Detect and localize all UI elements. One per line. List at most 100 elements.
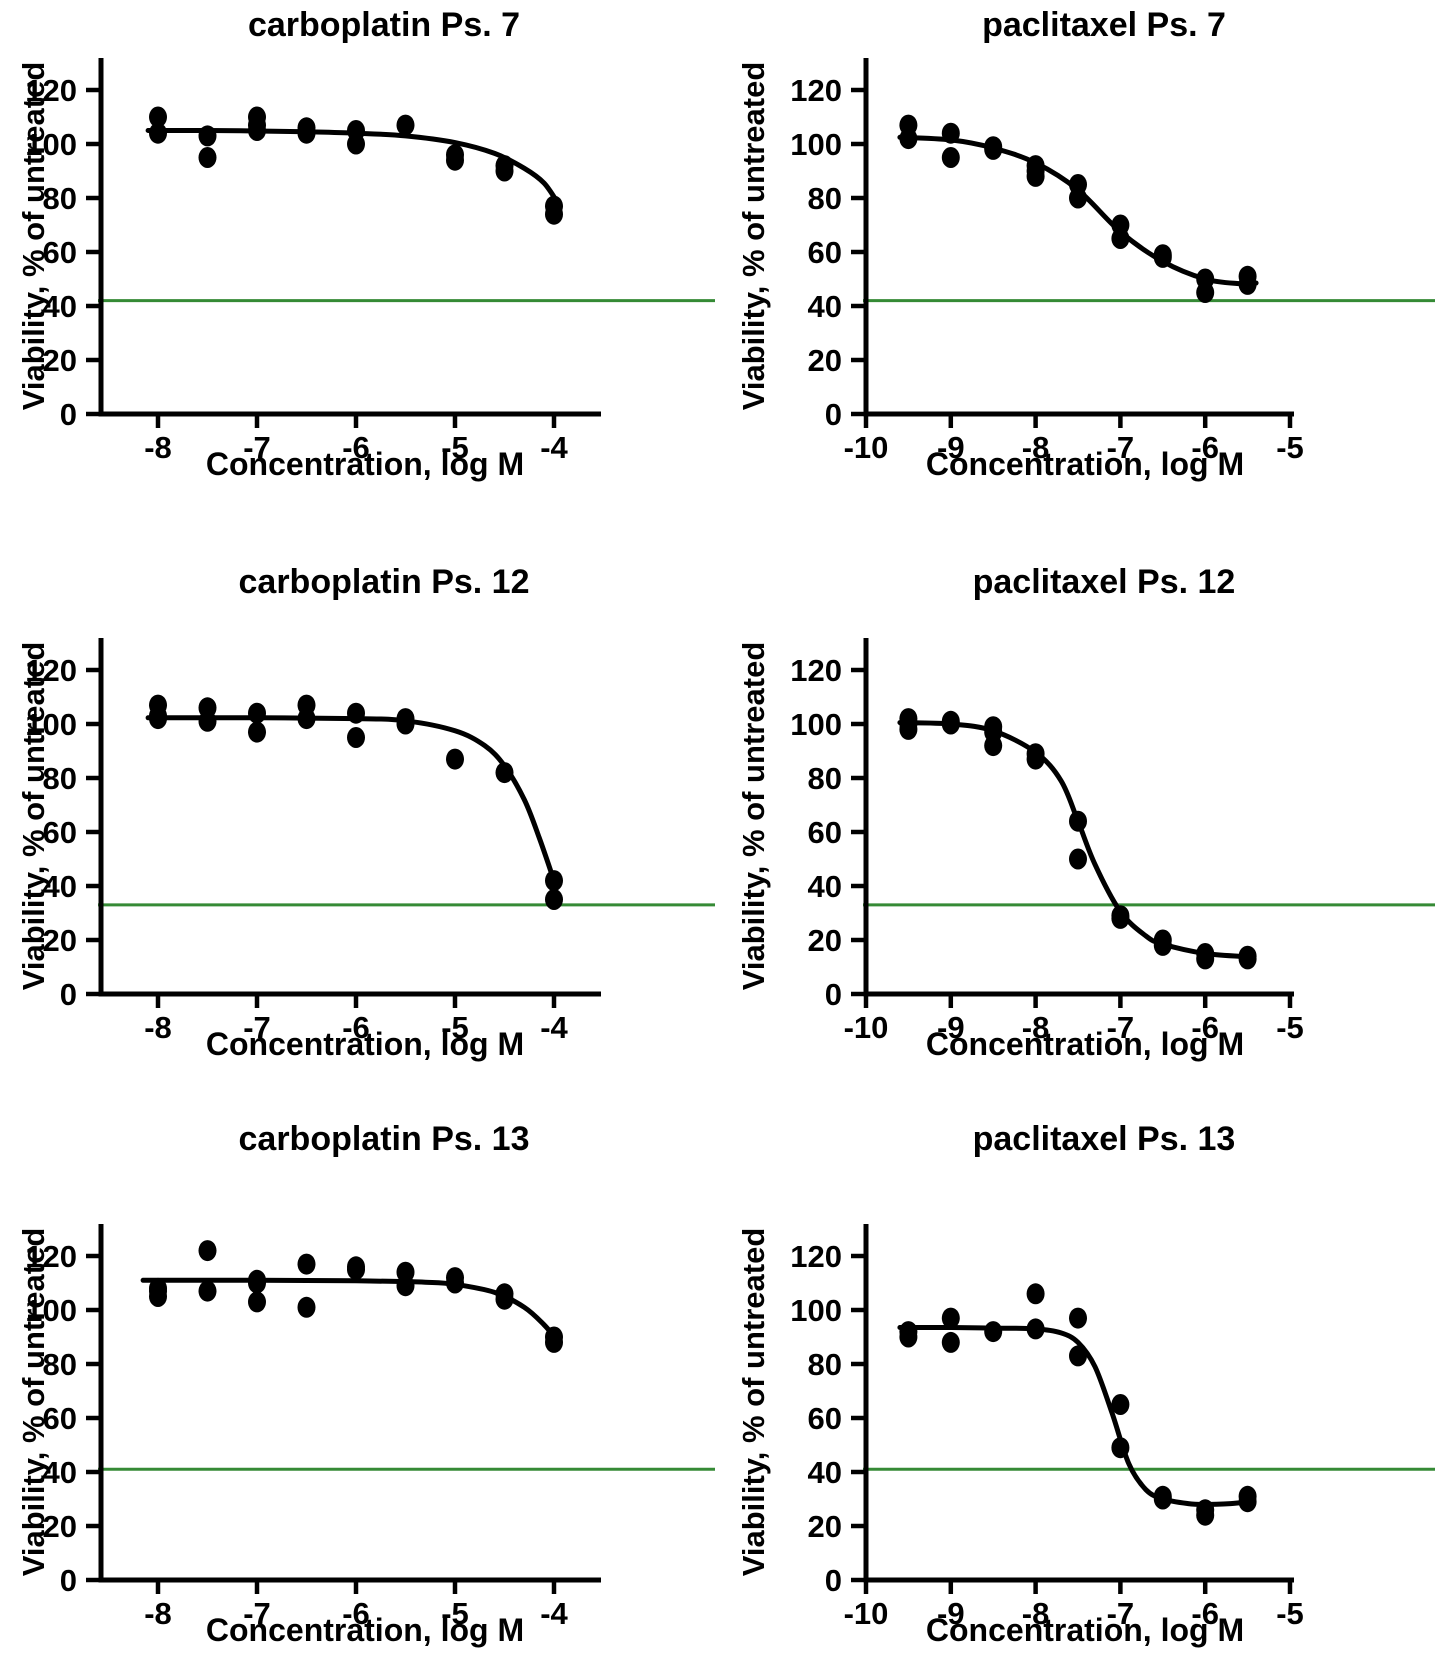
- svg-text:80: 80: [808, 181, 842, 216]
- svg-text:-7: -7: [1107, 1596, 1135, 1631]
- svg-text:60: 60: [43, 235, 77, 270]
- svg-text:80: 80: [43, 1347, 77, 1382]
- svg-text:80: 80: [808, 761, 842, 796]
- svg-text:100: 100: [790, 127, 842, 162]
- svg-text:20: 20: [808, 343, 842, 378]
- svg-text:-7: -7: [243, 1596, 271, 1631]
- svg-text:-8: -8: [144, 1596, 172, 1631]
- svg-text:100: 100: [25, 1293, 77, 1328]
- svg-text:-6: -6: [1191, 1596, 1219, 1631]
- dose-response-plot: -10 -9 -8 -7 -6 -5 0 20 40 60 80 100 120: [790, 1224, 1435, 1631]
- svg-text:-9: -9: [937, 430, 965, 465]
- x-axis-title: Concentration, log M: [925, 1612, 1245, 1648]
- panel-paclitaxel-ps13: paclitaxel Ps. 13 Viability, % of untrea…: [720, 1114, 1440, 1671]
- svg-text:0: 0: [60, 1563, 77, 1598]
- svg-text:20: 20: [808, 923, 842, 958]
- panel-paclitaxel-ps7: paclitaxel Ps. 7 Viability, % of untreat…: [720, 0, 1440, 557]
- svg-text:-7: -7: [1107, 430, 1135, 465]
- x-axis-title: Concentration, log M: [925, 446, 1245, 482]
- dose-response-plot: -10 -9 -8 -7 -6 -5 0 20 40 60 80 100 120: [790, 638, 1435, 1045]
- dose-response-plot: -10 -9 -8 -7 -6 -5 0 20 40 60 80 100 120: [790, 58, 1435, 465]
- svg-text:-7: -7: [243, 430, 271, 465]
- svg-text:40: 40: [43, 869, 77, 904]
- svg-text:-4: -4: [540, 1010, 568, 1045]
- dose-response-plot: -8 -7 -6 -5 -4 0 20 40 60 80 100 120: [25, 638, 715, 1045]
- chart-title: paclitaxel Ps. 13: [972, 1120, 1236, 1158]
- svg-text:40: 40: [808, 869, 842, 904]
- x-axis-title: Concentration, log M: [925, 1026, 1245, 1062]
- panel-carboplatin-ps7: carboplatin Ps. 7 Viability, % of untrea…: [0, 0, 720, 557]
- svg-text:-9: -9: [937, 1596, 965, 1631]
- chart-title: paclitaxel Ps. 7: [982, 6, 1226, 44]
- chart-title: paclitaxel Ps. 12: [972, 563, 1236, 601]
- svg-text:-5: -5: [1276, 1596, 1304, 1631]
- svg-text:0: 0: [825, 977, 842, 1012]
- chart-title: carboplatin Ps. 12: [238, 563, 530, 601]
- svg-text:-5: -5: [441, 1596, 469, 1631]
- chart-title: carboplatin Ps. 13: [238, 1120, 530, 1158]
- dose-response-plot: -8 -7 -6 -5 -4 0 20 40 60 80 100 120: [25, 58, 715, 465]
- svg-text:120: 120: [25, 1239, 77, 1274]
- svg-text:120: 120: [790, 73, 842, 108]
- svg-text:0: 0: [60, 397, 77, 432]
- svg-text:80: 80: [43, 181, 77, 216]
- svg-text:120: 120: [25, 653, 77, 688]
- dose-response-plot: -8 -7 -6 -5 -4 0 20 40 60 80 100 120: [25, 1224, 715, 1631]
- svg-text:-7: -7: [243, 1010, 271, 1045]
- svg-text:0: 0: [825, 397, 842, 432]
- svg-text:-4: -4: [540, 1596, 568, 1631]
- svg-text:-8: -8: [1022, 1596, 1050, 1631]
- svg-text:100: 100: [790, 1293, 842, 1328]
- svg-text:-5: -5: [441, 1010, 469, 1045]
- svg-text:120: 120: [790, 653, 842, 688]
- svg-text:80: 80: [808, 1347, 842, 1382]
- svg-text:-9: -9: [937, 1010, 965, 1045]
- svg-text:40: 40: [43, 289, 77, 324]
- svg-text:80: 80: [43, 761, 77, 796]
- panel-carboplatin-ps12: carboplatin Ps. 12 Viability, % of untre…: [0, 557, 720, 1114]
- svg-text:60: 60: [808, 815, 842, 850]
- svg-text:-6: -6: [342, 430, 370, 465]
- svg-text:120: 120: [25, 73, 77, 108]
- svg-text:40: 40: [43, 1455, 77, 1490]
- svg-text:100: 100: [25, 127, 77, 162]
- svg-text:-7: -7: [1107, 1010, 1135, 1045]
- svg-text:-8: -8: [1022, 430, 1050, 465]
- svg-text:100: 100: [25, 707, 77, 742]
- svg-text:-8: -8: [144, 1010, 172, 1045]
- svg-text:60: 60: [43, 1401, 77, 1436]
- svg-text:-5: -5: [1276, 430, 1304, 465]
- x-axis-title: Concentration, log M: [205, 1026, 525, 1062]
- svg-text:-10: -10: [844, 1596, 889, 1631]
- svg-text:20: 20: [43, 1509, 77, 1544]
- x-axis-title: Concentration, log M: [205, 1612, 525, 1648]
- svg-text:0: 0: [60, 977, 77, 1012]
- svg-text:60: 60: [808, 1401, 842, 1436]
- svg-text:-4: -4: [540, 430, 568, 465]
- svg-text:20: 20: [43, 343, 77, 378]
- x-axis-title: Concentration, log M: [205, 446, 525, 482]
- svg-text:-8: -8: [1022, 1010, 1050, 1045]
- svg-text:-10: -10: [844, 430, 889, 465]
- svg-text:120: 120: [790, 1239, 842, 1274]
- svg-text:20: 20: [43, 923, 77, 958]
- panel-paclitaxel-ps12: paclitaxel Ps. 12 Viability, % of untrea…: [720, 557, 1440, 1114]
- svg-text:0: 0: [825, 1563, 842, 1598]
- svg-text:-5: -5: [1276, 1010, 1304, 1045]
- svg-text:-6: -6: [342, 1596, 370, 1631]
- svg-text:-6: -6: [1191, 1010, 1219, 1045]
- svg-text:60: 60: [808, 235, 842, 270]
- svg-text:-5: -5: [441, 430, 469, 465]
- panel-carboplatin-ps13: carboplatin Ps. 13 Viability, % of untre…: [0, 1114, 720, 1671]
- svg-text:40: 40: [808, 1455, 842, 1490]
- svg-text:20: 20: [808, 1509, 842, 1544]
- svg-text:40: 40: [808, 289, 842, 324]
- svg-text:60: 60: [43, 815, 77, 850]
- svg-text:100: 100: [790, 707, 842, 742]
- svg-text:-10: -10: [844, 1010, 889, 1045]
- chart-title: carboplatin Ps. 7: [247, 6, 521, 44]
- svg-text:-6: -6: [342, 1010, 370, 1045]
- svg-text:-6: -6: [1191, 430, 1219, 465]
- svg-text:-8: -8: [144, 430, 172, 465]
